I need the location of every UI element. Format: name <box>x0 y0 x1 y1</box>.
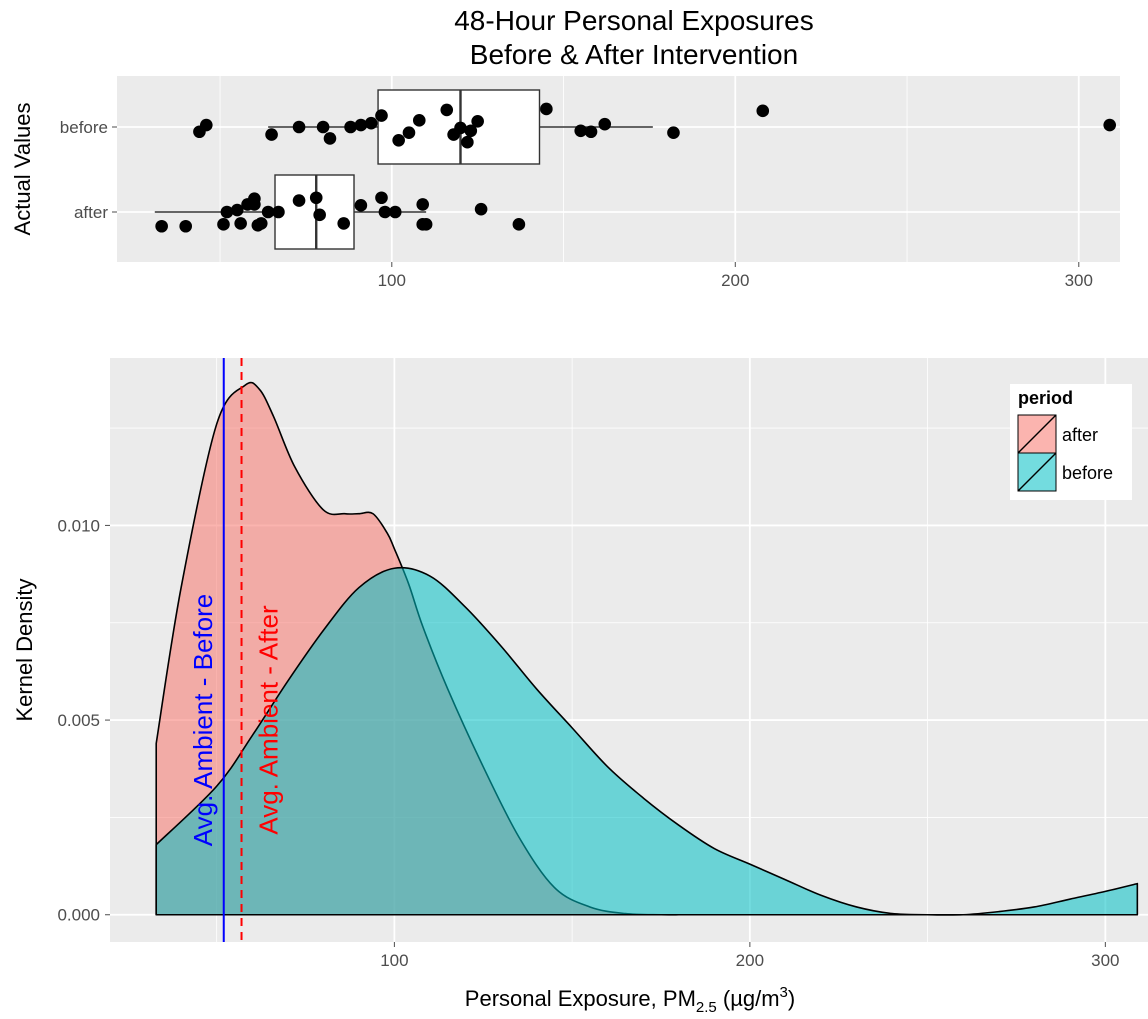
point-before <box>364 116 378 130</box>
boxplot-points <box>155 102 1116 233</box>
boxplot-axis-ticks: 100 200 300 before after <box>60 118 1093 290</box>
boxplot-x-tick-label: 200 <box>721 271 749 290</box>
point-after <box>309 191 323 205</box>
chart-title-line1: 48-Hour Personal Exposures <box>454 5 814 36</box>
legend-key-before-slash <box>1017 452 1057 492</box>
point-before <box>471 115 484 128</box>
point-after <box>292 194 306 207</box>
density-x-axis-title: Personal Exposure, PM2.5 (µg/m3) <box>465 984 795 1016</box>
legend-key-after-slash <box>1017 414 1057 454</box>
x-axis-title-part1: Personal Exposure, PM <box>465 986 696 1011</box>
boxplot-panel: 100 200 300 before after Actual Values <box>10 76 1120 290</box>
boxplot-y-axis-title: Actual Values <box>10 103 35 236</box>
legend-label-before: before <box>1062 463 1113 483</box>
density-y-tick-label: 0.005 <box>57 711 100 730</box>
ambient-label-before: Avg. Ambient - Before <box>188 594 218 846</box>
legend-label-after: after <box>1062 425 1098 445</box>
point-after <box>254 217 268 230</box>
point-before <box>756 104 770 118</box>
density-y-tick-label: 0.000 <box>57 906 100 925</box>
point-before <box>316 120 330 134</box>
point-after <box>416 198 430 211</box>
point-before <box>598 117 612 131</box>
x-axis-title-part2: (µg/m <box>717 986 780 1011</box>
ambient-lines: Avg. Ambient - Before Avg. Ambient - Afte… <box>188 358 284 942</box>
point-after <box>248 192 261 205</box>
boxplot-y-tick-label: before <box>60 118 108 137</box>
point-after <box>474 202 488 216</box>
point-before <box>454 121 467 135</box>
point-after <box>179 219 192 233</box>
ambient-label-after: Avg. Ambient - After <box>254 605 284 835</box>
density-y-axis-title: Kernel Density <box>12 578 37 721</box>
point-after <box>313 208 326 222</box>
density-x-tick-label: 200 <box>736 951 764 970</box>
point-after <box>419 218 433 231</box>
point-before <box>402 126 416 139</box>
point-before <box>440 103 454 117</box>
point-after <box>272 205 285 219</box>
point-after <box>220 205 234 219</box>
point-after <box>512 218 526 231</box>
point-before <box>584 125 598 139</box>
point-after <box>388 205 402 219</box>
legend: period after before <box>1010 384 1132 500</box>
point-before <box>292 120 306 134</box>
density-y-tick-label: 0.010 <box>57 516 100 535</box>
point-before <box>344 120 357 134</box>
point-after <box>155 219 168 233</box>
point-before <box>1103 118 1116 132</box>
point-before <box>574 124 588 138</box>
boxplot-x-tick-label: 100 <box>378 271 406 290</box>
point-before <box>200 118 213 132</box>
density-x-tick-label: 100 <box>380 951 408 970</box>
point-after <box>378 205 392 219</box>
point-before <box>323 132 337 145</box>
point-before <box>667 126 680 139</box>
density-panel: Avg. Ambient - Before Avg. Ambient - Afte… <box>12 358 1148 1016</box>
x-axis-title-superscript: 3 <box>780 984 788 1001</box>
boxplot-boxes <box>154 89 653 250</box>
boxplot-y-tick-label: after <box>74 203 108 222</box>
point-before <box>392 134 405 147</box>
point-after <box>230 203 244 217</box>
density-axis-ticks: 100 200 300 0.000 0.005 0.010 <box>57 516 1119 970</box>
legend-title: period <box>1018 388 1073 408</box>
point-before <box>265 128 278 141</box>
point-after <box>375 191 388 205</box>
point-before <box>464 124 478 138</box>
boxplot-panel-background <box>117 76 1120 262</box>
density-area-before <box>155 566 1139 916</box>
point-before <box>461 135 474 149</box>
density-areas <box>155 381 1139 916</box>
x-axis-title-part3: ) <box>788 986 795 1011</box>
point-after <box>234 217 247 230</box>
point-after <box>261 205 275 219</box>
point-before <box>354 118 368 132</box>
point-before <box>412 114 426 127</box>
point-before <box>375 109 388 122</box>
point-before <box>540 102 553 116</box>
point-after <box>337 217 351 230</box>
x-axis-title-subscript: 2.5 <box>696 999 717 1016</box>
point-after <box>217 218 230 231</box>
boxplot-x-tick-label: 300 <box>1065 271 1093 290</box>
density-x-tick-label: 300 <box>1091 951 1119 970</box>
point-after <box>354 199 368 212</box>
chart-title-line2: Before & After Intervention <box>470 39 798 70</box>
